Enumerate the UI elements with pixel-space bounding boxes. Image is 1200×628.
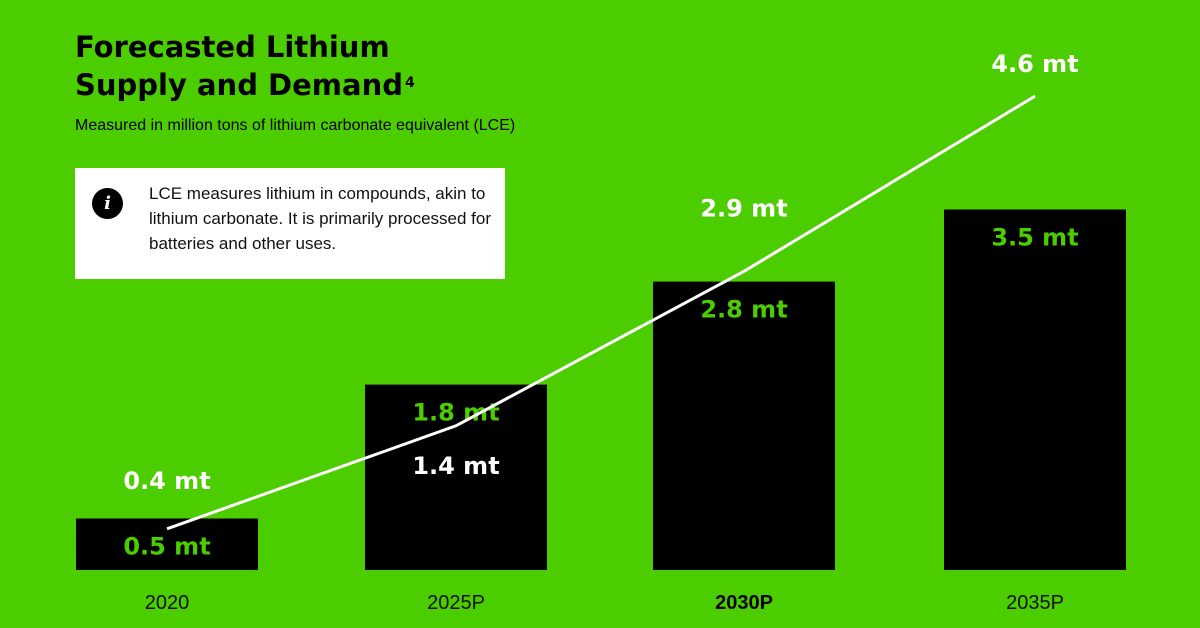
x-tick-label: 2020 bbox=[145, 592, 190, 614]
title-footnote-marker: 4 bbox=[405, 75, 415, 91]
line-label-2030p: 2.9 mt bbox=[700, 194, 787, 222]
line-label-2035p: 4.6 mt bbox=[991, 50, 1078, 78]
title-line-2: Supply and Demand bbox=[75, 68, 403, 102]
bar-2035p bbox=[944, 209, 1126, 570]
title-line-1: Forecasted Lithium bbox=[75, 30, 390, 64]
bar-label-2020: 0.5 mt bbox=[123, 533, 210, 561]
bar-2030p bbox=[653, 281, 835, 570]
bar-label-2025p: 1.8 mt bbox=[412, 399, 499, 427]
info-callout: i LCE measures lithium in compounds, aki… bbox=[75, 168, 505, 279]
bar-2025p bbox=[365, 384, 547, 570]
x-tick-label: 2035P bbox=[1006, 592, 1064, 614]
bar-2020 bbox=[76, 518, 258, 570]
line-label-2025p: 1.4 mt bbox=[412, 452, 499, 480]
chart-title: Forecasted Lithium Supply and Demand 4 bbox=[75, 28, 475, 104]
demand-line bbox=[166, 94, 1036, 531]
chart-subtitle: Measured in million tons of lithium carb… bbox=[75, 117, 516, 134]
bar-label-2030p: 2.8 mt bbox=[700, 296, 787, 324]
x-tick-label: 2025P bbox=[427, 592, 485, 614]
info-icon: i bbox=[92, 188, 123, 219]
x-tick-label: 2030P bbox=[715, 592, 773, 614]
line-label-2020: 0.4 mt bbox=[123, 467, 210, 495]
info-text: LCE measures lithium in compounds, akin … bbox=[149, 184, 492, 253]
bar-label-2035p: 3.5 mt bbox=[991, 224, 1078, 252]
